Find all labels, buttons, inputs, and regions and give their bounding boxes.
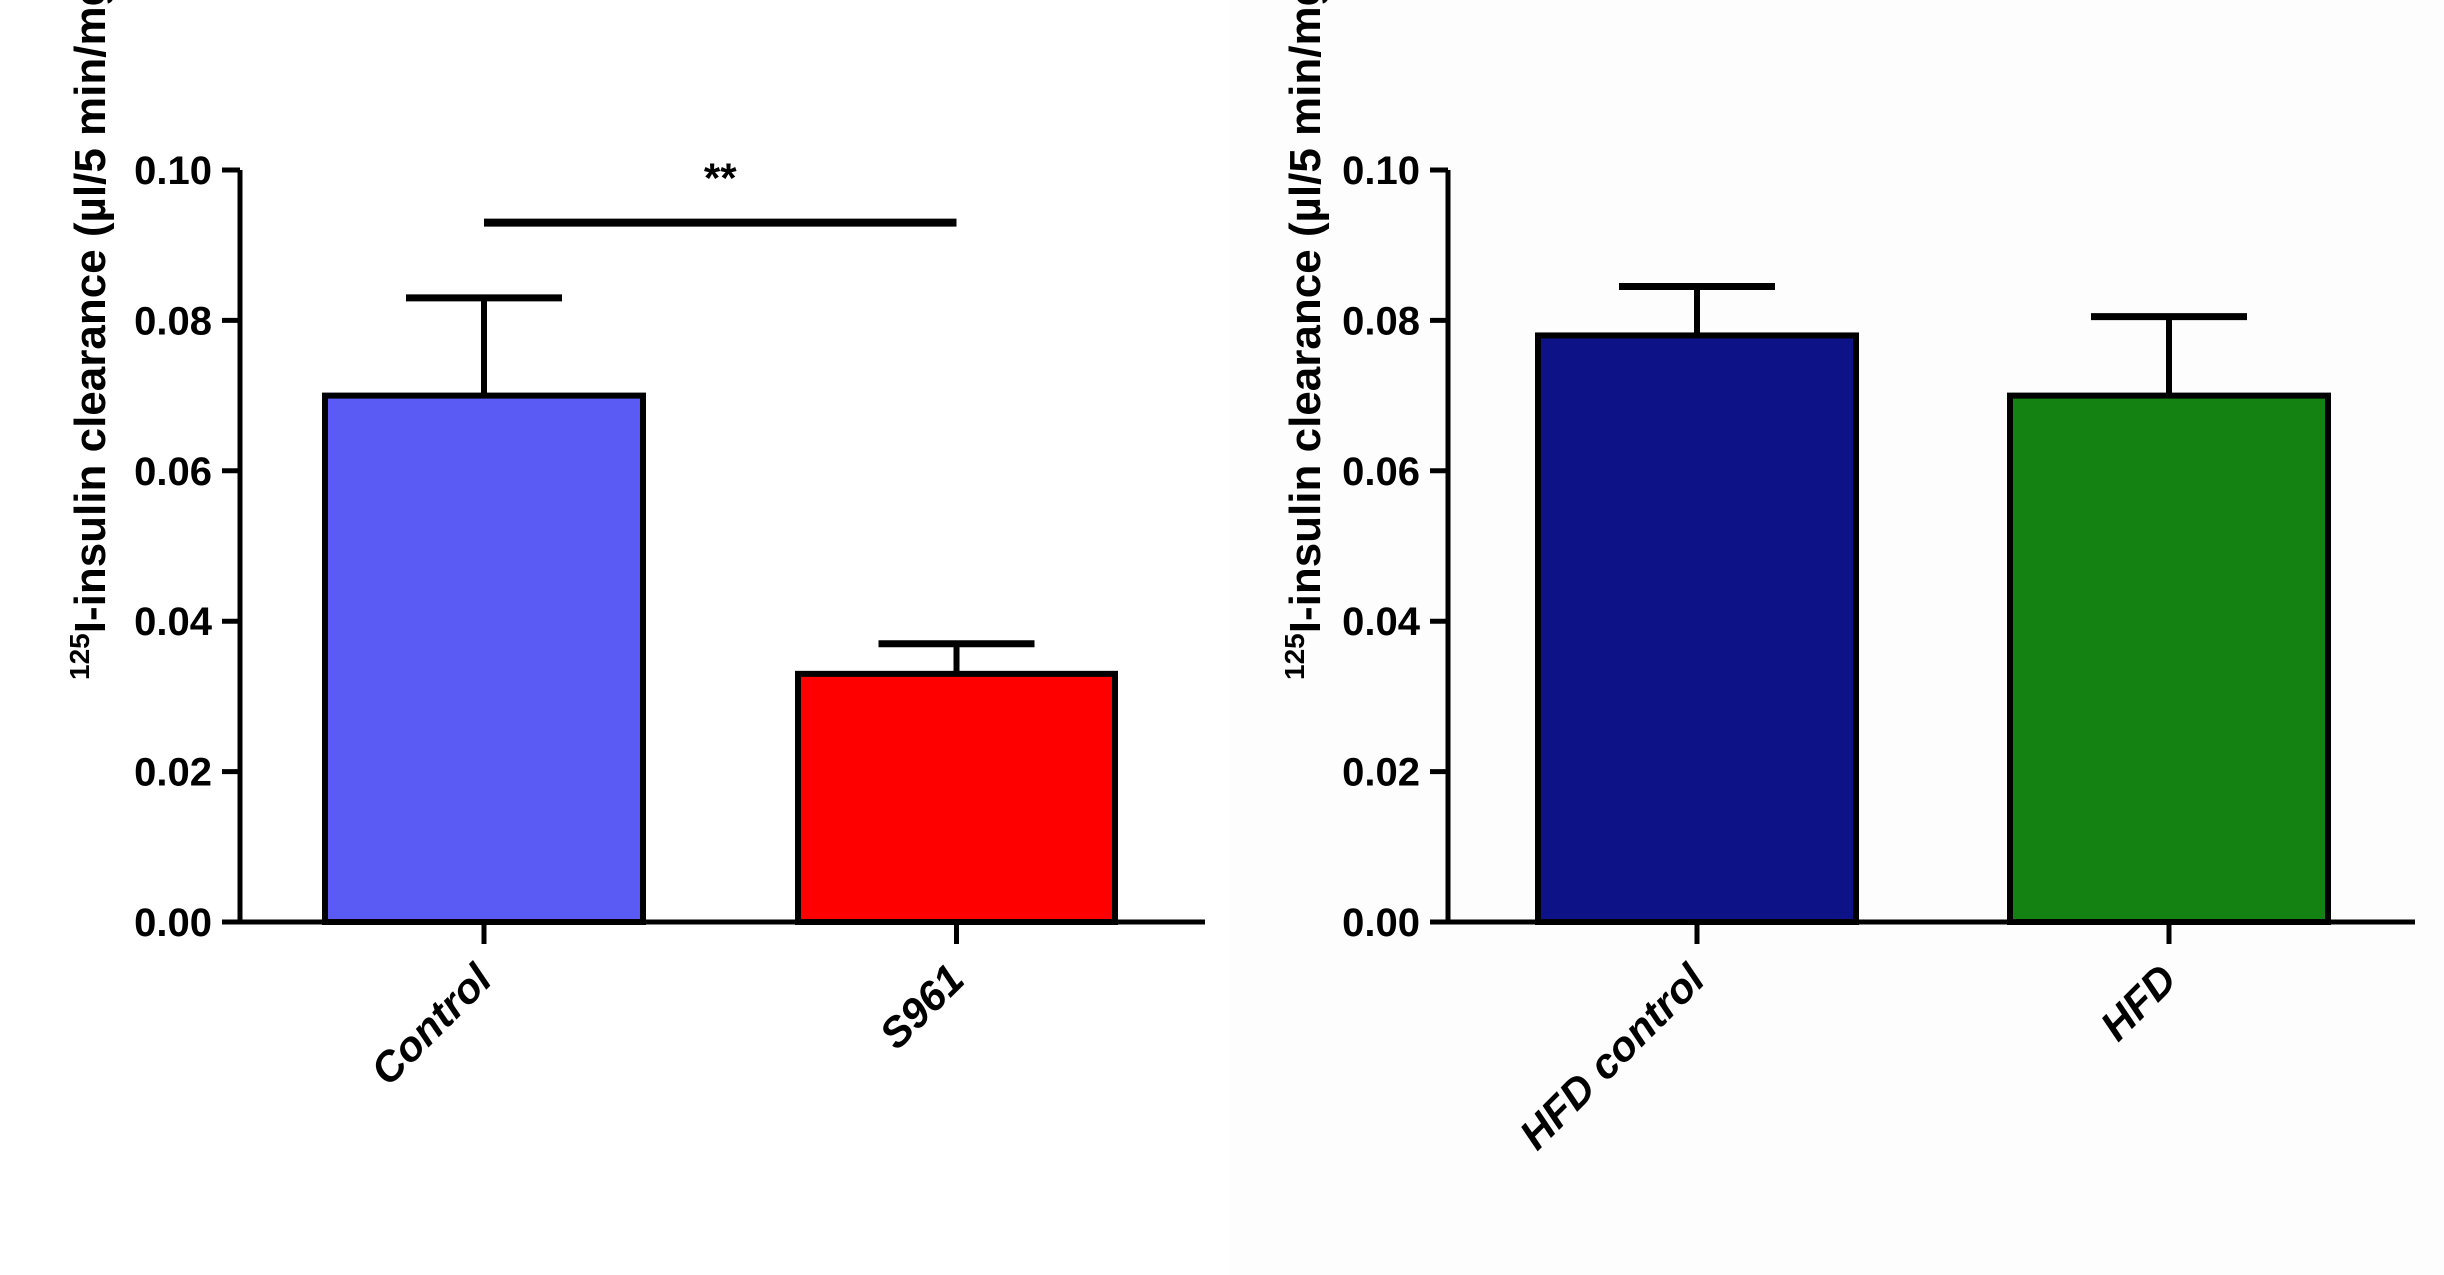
y-tick-label: 0.04 xyxy=(134,600,213,644)
y-ticks-left: 0.00 0.02 0.04 0.06 0.08 0.10 xyxy=(134,149,240,945)
category-label: HFD xyxy=(2091,955,2185,1049)
bar-s961 xyxy=(795,670,1118,926)
chart-left: 125I-insulin clearance (µl/5 min/mg) 0.0… xyxy=(64,0,1205,1094)
y-tick-label: 0.06 xyxy=(1342,450,1420,494)
category-label: HFD control xyxy=(1510,954,1714,1158)
y-axis-title-text: I-insulin clearance (µl/5 min/mg) xyxy=(1281,0,1330,633)
significance-label: ** xyxy=(704,155,737,202)
axes-left xyxy=(237,170,1205,925)
y-tick-label: 0.02 xyxy=(134,751,212,795)
y-tick-label: 0.06 xyxy=(134,450,212,494)
y-tick-label: 0.10 xyxy=(134,149,212,193)
category-label: S961 xyxy=(870,955,973,1058)
y-axis-title-right: 125I-insulin clearance (µl/5 min/mg) xyxy=(1279,0,1330,680)
y-tick-label: 0.10 xyxy=(1342,149,1420,193)
bar-control xyxy=(322,392,646,926)
y-tick-label: 0.00 xyxy=(1342,901,1420,945)
y-ticks-right: 0.00 0.02 0.04 0.06 0.08 0.10 xyxy=(1342,149,1448,945)
category-labels-left: Control S961 xyxy=(362,922,973,1094)
y-tick-label: 0.08 xyxy=(1342,299,1420,343)
category-label: Control xyxy=(362,954,502,1094)
axes-right xyxy=(1445,170,2415,925)
error-bars-right xyxy=(1619,283,2247,396)
y-axis-title-superscript: 125 xyxy=(64,633,95,680)
chart-right: 125I-insulin clearance (µl/5 min/mg) 0.0… xyxy=(1279,0,2415,1158)
category-labels-right: HFD control HFD xyxy=(1510,922,2185,1158)
y-axis-title-left: 125I-insulin clearance (µl/5 min/mg) xyxy=(64,0,115,680)
y-tick-label: 0.04 xyxy=(1342,600,1421,644)
bars-right xyxy=(1535,332,2331,926)
error-bars-left xyxy=(406,294,1035,674)
significance-left: ** xyxy=(484,155,957,227)
bars-left xyxy=(322,392,1118,926)
y-axis-title-text: I-insulin clearance (µl/5 min/mg) xyxy=(66,0,115,633)
bar-hfd-control xyxy=(1535,332,1859,925)
y-tick-label: 0.00 xyxy=(134,901,212,945)
y-tick-label: 0.02 xyxy=(1342,751,1420,795)
y-tick-label: 0.08 xyxy=(134,299,212,343)
y-axis-title-superscript: 125 xyxy=(1279,633,1310,680)
bar-hfd xyxy=(2007,392,2331,926)
